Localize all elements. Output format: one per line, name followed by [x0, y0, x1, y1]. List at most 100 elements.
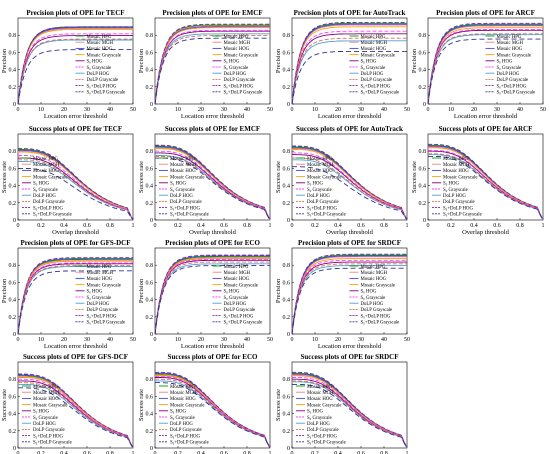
legend-entry: S₀+DoLP Grayscale	[361, 91, 400, 96]
x-tick-label: 0.2	[174, 451, 182, 454]
legend-entry: DoLP Grayscale	[33, 200, 65, 205]
series-line	[155, 380, 271, 449]
legend-entry: Mosaic HPG	[87, 265, 112, 270]
series-line	[154, 26, 270, 105]
x-axis-label: Overlap threshold	[52, 229, 100, 236]
x-tick-label: 0.4	[470, 223, 478, 229]
x-tick-label: 30	[494, 107, 500, 113]
x-tick-label: 0	[17, 223, 20, 229]
legend-entry: Mosaic HOG	[361, 277, 387, 282]
legend-entry: Mosaic HPG	[497, 35, 522, 40]
x-tick-label: 10	[38, 107, 44, 113]
x-tick-label: 0.4	[60, 223, 68, 229]
x-tick-label: 0.4	[197, 451, 205, 454]
y-tick-label: 0.4	[146, 184, 154, 190]
x-tick-label: 0.6	[220, 451, 228, 454]
y-tick-label: 0.4	[9, 412, 17, 418]
series-line	[17, 49, 133, 105]
series-line	[17, 33, 133, 105]
series-line	[428, 153, 544, 221]
series-line	[428, 143, 544, 221]
y-tick-label: 0	[287, 102, 290, 108]
legend-entry: S₀+DoLP HOG	[87, 84, 117, 89]
legend-entry: Mosaic MGH	[170, 163, 197, 168]
legend-entry: Mosaic HOG	[443, 169, 469, 174]
series-line	[18, 151, 134, 221]
y-tick-label: 0.6	[9, 50, 17, 56]
chart-title: Precision plots of OPE for SRDCF	[298, 239, 401, 247]
series-line	[427, 28, 543, 105]
legend-entry: Mosaic HOG	[87, 277, 113, 282]
x-tick-label: 0.2	[174, 223, 182, 229]
legend-entry: S₀+DoLP Grayscale	[224, 91, 263, 96]
series-line	[292, 166, 408, 221]
series-line	[154, 258, 270, 335]
x-tick-label: 0	[154, 451, 157, 454]
y-tick-label: 0.4	[146, 68, 154, 74]
series-line	[292, 149, 408, 221]
x-tick-label: 40	[381, 337, 387, 343]
legend-entry: Mosaic HPG	[361, 265, 386, 270]
legend-entry: Mosaic MGH	[33, 391, 60, 396]
x-tick-label: 0	[154, 337, 157, 343]
legend-entry: DoLP HOG	[170, 422, 193, 427]
legend-entry: S₀+DoLP Grayscale	[33, 441, 72, 446]
legend-entry: S₀ Grayscale	[361, 296, 386, 301]
legend-entry: S₀ HOG	[224, 290, 240, 295]
legend-entry: S₀+DoLP HOG	[33, 206, 63, 211]
chart-title: Success plots of OPE for EMCF	[165, 125, 260, 133]
series-line	[427, 24, 543, 105]
series-line	[18, 148, 134, 221]
legend-entry: S₀ Grayscale	[87, 66, 112, 71]
y-tick-label: 0	[13, 446, 16, 452]
series-line	[154, 23, 270, 105]
legend-entry: DoLP HOG	[443, 194, 466, 199]
legend-entry: S₀ Grayscale	[497, 66, 522, 71]
series-line	[155, 144, 271, 221]
y-axis-label: Success rate	[1, 389, 8, 421]
x-tick-label: 0.4	[60, 451, 68, 454]
series-line	[155, 374, 271, 449]
legend-entry: S₀+DoLP Grayscale	[170, 213, 209, 218]
series-line	[292, 371, 408, 449]
series-line	[427, 25, 543, 105]
series-line	[154, 24, 270, 105]
series-line	[155, 152, 271, 221]
legend-entry: S₀ Grayscale	[170, 416, 195, 421]
series-line	[17, 26, 133, 105]
chart-title: Precision plots of OPE for GFS-DCF	[21, 239, 131, 247]
legend-entry: Mosaic Grayscale	[87, 53, 122, 58]
series-line	[17, 258, 133, 335]
y-tick-label: 0	[13, 102, 16, 108]
x-tick-label: 10	[312, 107, 318, 113]
x-tick-label: 50	[540, 107, 546, 113]
series-line	[18, 376, 134, 449]
y-axis-label: Success rate	[138, 389, 145, 421]
legend-entry: S₀+DoLP Grayscale	[307, 213, 346, 218]
legend-entry: DoLP Grayscale	[224, 78, 256, 83]
legend-entry: Mosaic Grayscale	[443, 175, 478, 180]
x-tick-label: 20	[335, 107, 341, 113]
series-line	[17, 270, 133, 335]
y-tick-label: 0.6	[146, 50, 154, 56]
chart-title: Success plots of OPE for ECO	[168, 353, 258, 361]
x-tick-label: 0	[17, 337, 20, 343]
series-line	[154, 29, 270, 105]
series-line	[427, 33, 543, 105]
series-line	[18, 382, 134, 449]
series-line	[291, 21, 407, 105]
series-line	[155, 376, 271, 449]
legend-entry: S₀ Grayscale	[224, 66, 249, 71]
chart-panel: Success plots of OPE for GFS-DCF 0 0.2 0.4 0…	[1, 353, 135, 454]
chart-title: Precision plots of OPE for AutoTrack	[294, 9, 406, 17]
legend-entry: S₀+DoLP HOG	[307, 434, 337, 439]
x-tick-label: 0.8	[380, 451, 388, 454]
x-tick-label: 40	[517, 107, 523, 113]
chart-panel: Success plots of OPE for ECO 0 0.2 0.4 0.6 0.…	[138, 353, 272, 454]
y-tick-label: 0	[150, 446, 153, 452]
chart-panel: Precision plots of OPE for GFS-DCF 0 10 20 3…	[1, 239, 136, 350]
y-tick-label: 0	[150, 332, 153, 338]
x-tick-label: 40	[107, 107, 113, 113]
series-line	[17, 266, 133, 335]
legend-entry: Mosaic MGH	[361, 271, 388, 276]
